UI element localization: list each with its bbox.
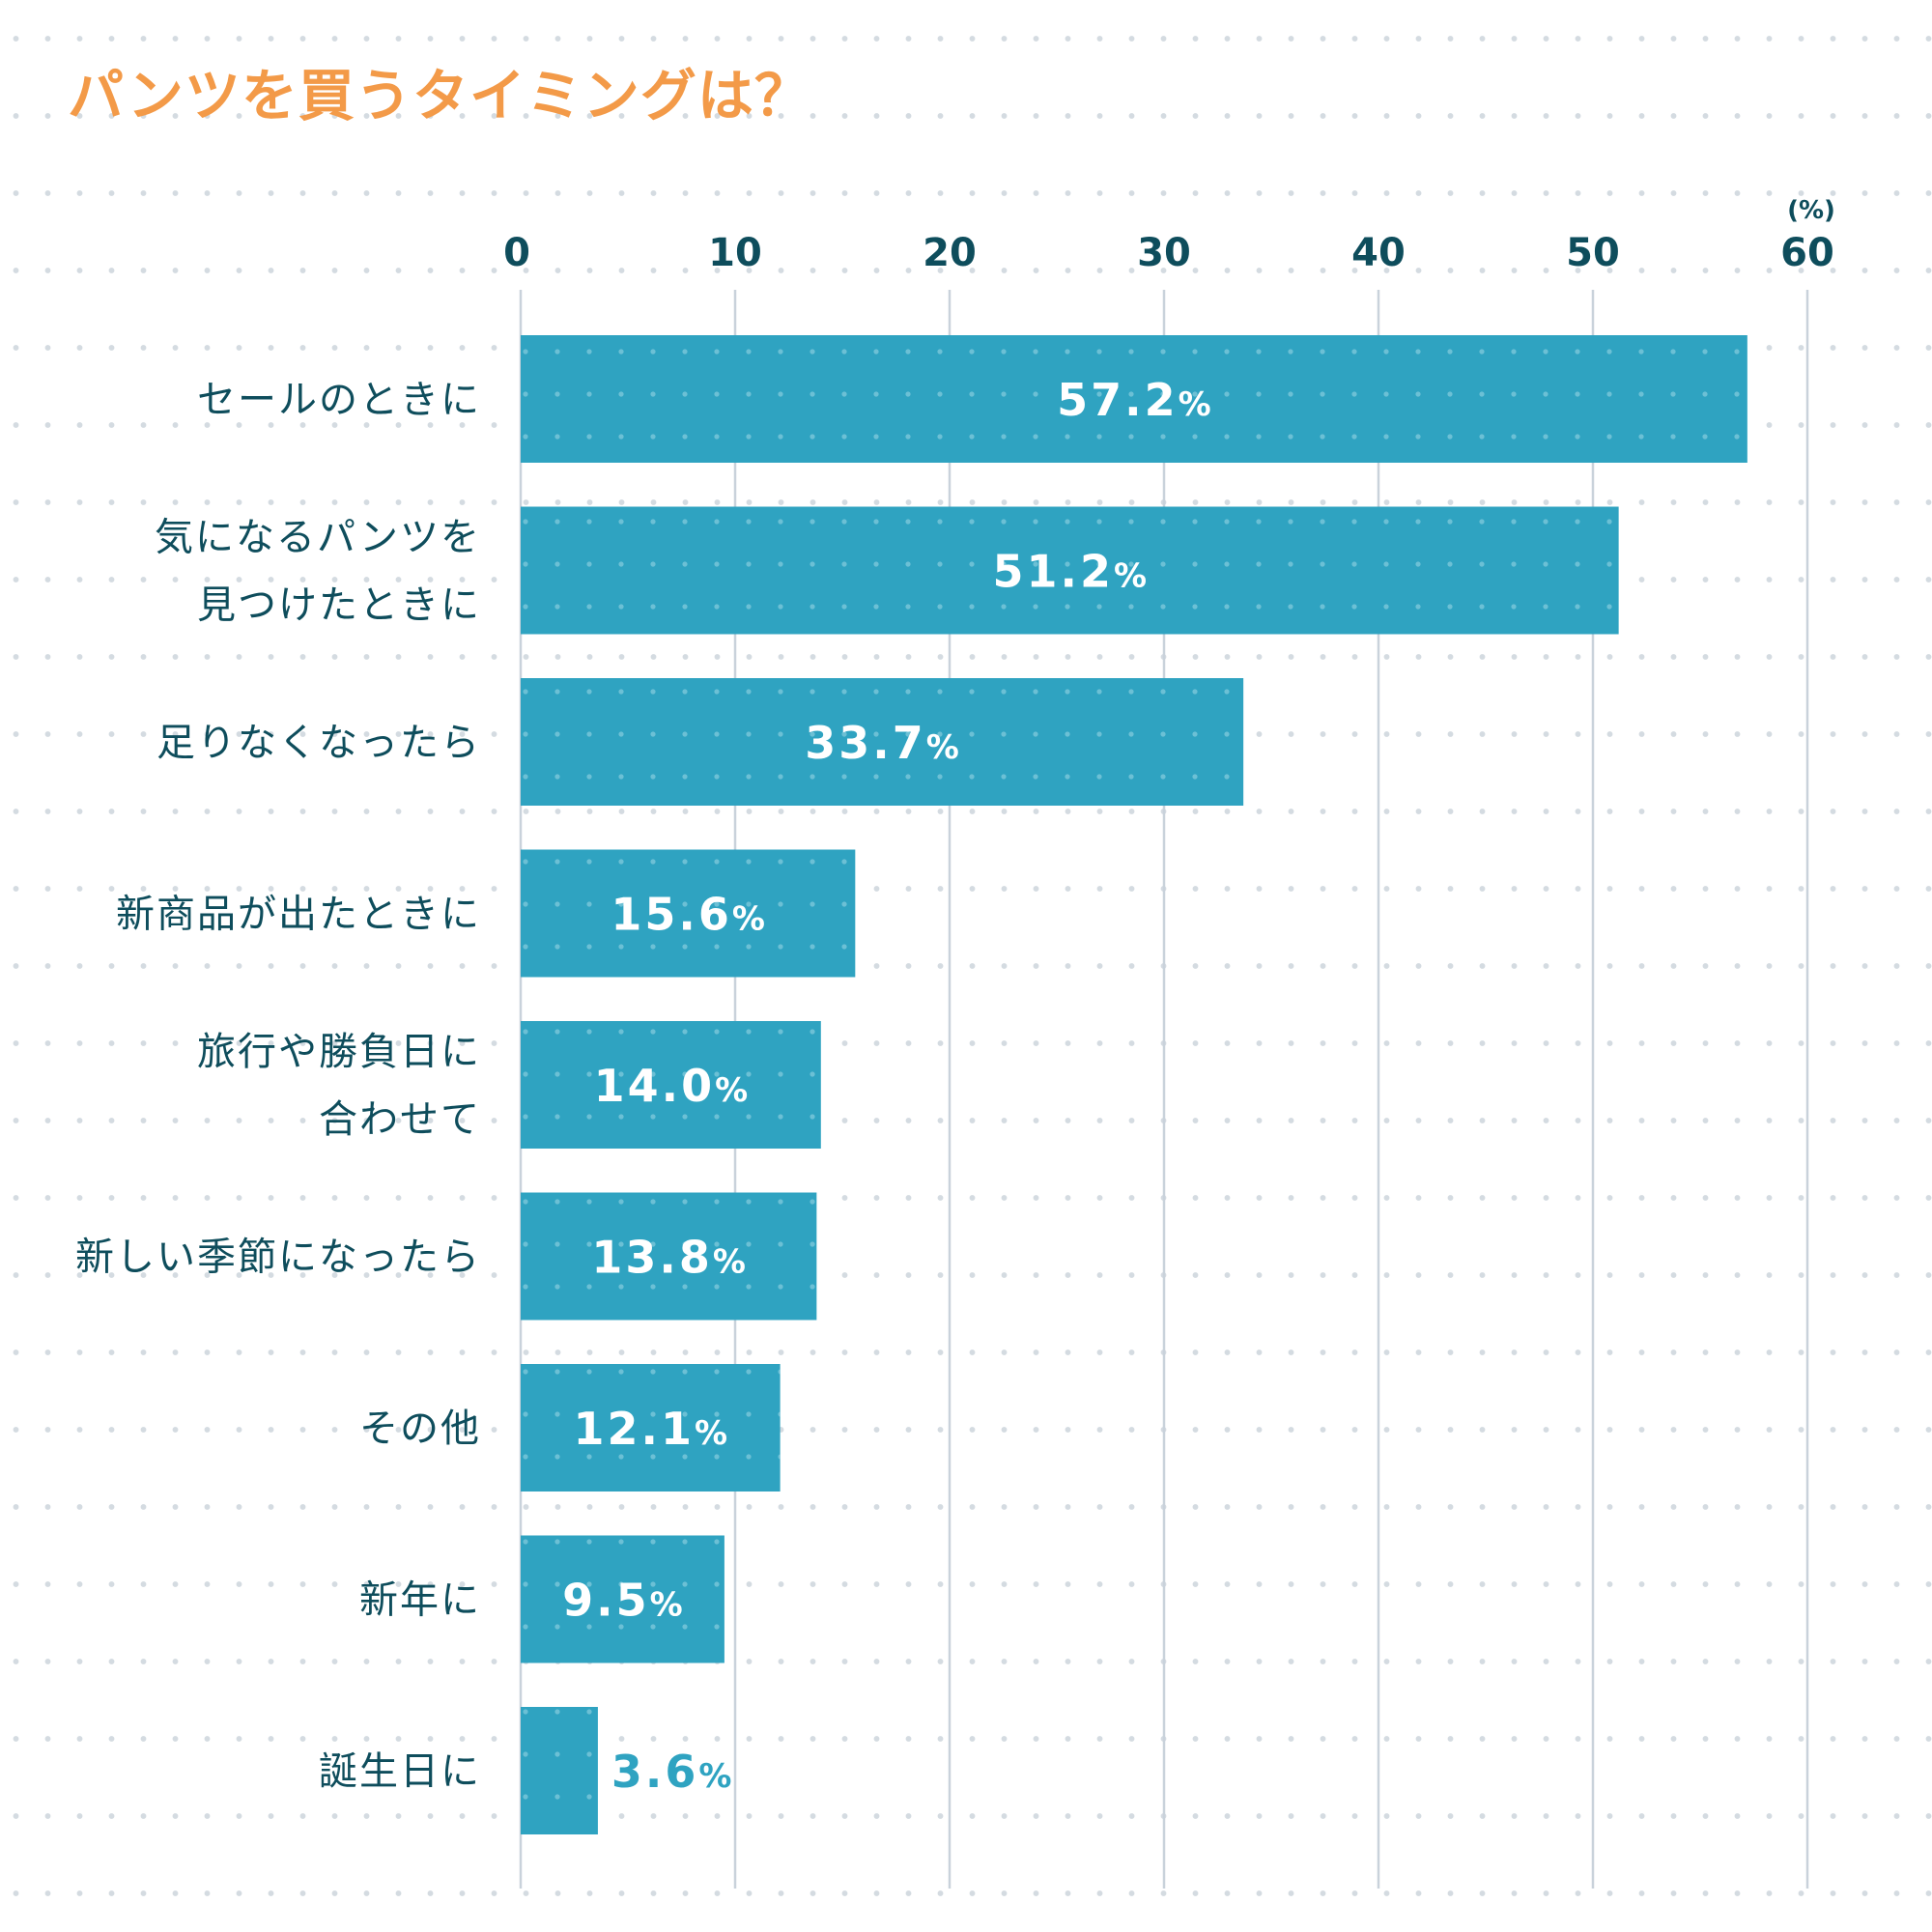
bar-texture-5 [521, 1192, 817, 1321]
tick-label-40: 40 [1351, 231, 1406, 275]
data-label-6: 12.1% [574, 1403, 728, 1455]
tick-label-30: 30 [1137, 231, 1191, 275]
category-label-0: セールのときに [197, 378, 481, 422]
category-label-5: 新しい季節になったら [75, 1236, 481, 1280]
bar-texture-6 [521, 1364, 781, 1492]
bar-texture-8 [521, 1707, 598, 1834]
tick-label-20: 20 [923, 231, 977, 275]
bar-texture-4 [521, 1021, 821, 1149]
category-label-4-line1: 合わせて [319, 1097, 481, 1142]
category-label-4-line0: 旅行や勝負日に [197, 1030, 481, 1074]
bar-texture-1 [521, 506, 1619, 635]
data-label-0: 57.2% [1057, 374, 1211, 426]
data-label-8: 3.6% [611, 1746, 732, 1798]
category-label-7: 新年に [359, 1578, 481, 1623]
category-labels: セールのときに気になるパンツを見つけたときに足りなくなったら新商品が出たときに旅… [75, 378, 481, 1794]
tick-label-10: 10 [708, 231, 762, 275]
data-label-4: 14.0% [594, 1060, 749, 1112]
category-label-1-line0: 気になるパンツを [155, 516, 481, 560]
category-label-1-line1: 見つけたときに [197, 583, 481, 628]
bar-texture-3 [521, 849, 856, 978]
data-label-5: 13.8% [591, 1232, 746, 1284]
data-label-2: 33.7% [805, 717, 959, 769]
category-label-6: その他 [359, 1406, 481, 1451]
data-label-7: 9.5% [562, 1575, 683, 1627]
bar-texture-2 [521, 678, 1244, 806]
data-label-1: 51.2% [993, 546, 1148, 598]
data-labels: 57.2% 51.2% 33.7% 15.6% 14.0% 13.8% 12.1% 9.5% 3… [562, 374, 1211, 1798]
category-label-8: 誕生日に [319, 1749, 481, 1794]
x-axis-ticks: 0 10 20 30 40 50 60 (%) [503, 196, 1835, 275]
tick-label-50: 50 [1566, 231, 1620, 275]
chart-title: パンツを買うタイミングは？ [68, 63, 811, 128]
tick-label-0: 0 [503, 231, 530, 275]
data-label-3: 15.6% [611, 889, 765, 941]
category-label-2: 足りなくなったら [156, 721, 481, 765]
category-label-3: 新商品が出たときに [116, 893, 481, 937]
unit-label: (%) [1787, 196, 1835, 225]
bar-texture-7 [521, 1535, 724, 1663]
bars [521, 335, 1747, 1834]
bar-texture-0 [521, 335, 1747, 463]
tick-label-60: 60 [1780, 231, 1834, 275]
